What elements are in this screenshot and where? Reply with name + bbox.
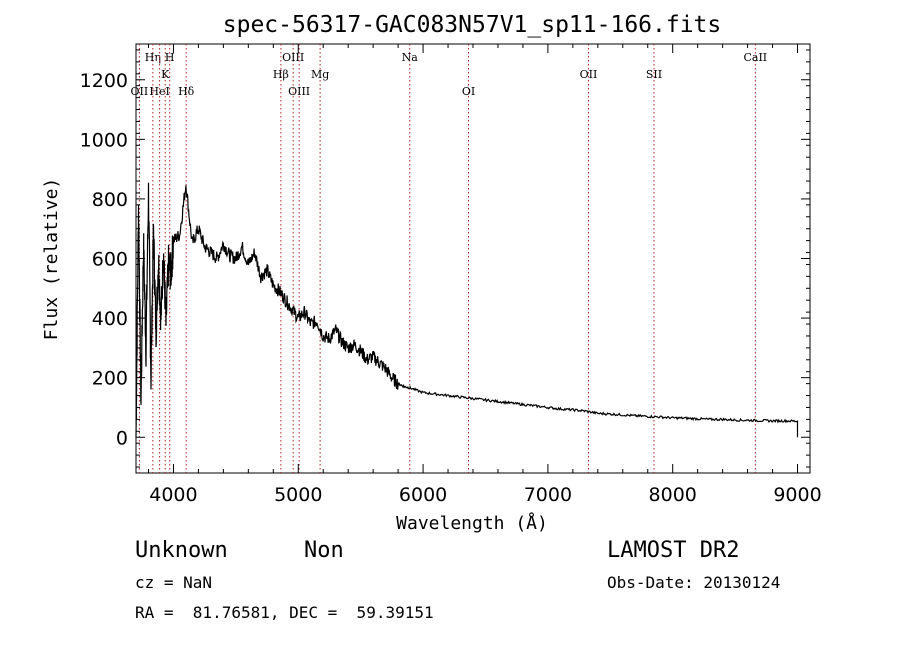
emission-line-label: Na <box>402 51 419 64</box>
y-tick-label: 200 <box>92 368 128 390</box>
chart-title: spec-56317-GAC083N57V1_sp11-166.fits <box>223 12 722 38</box>
x-tick-label: 5000 <box>274 484 322 506</box>
object-subclass: Non <box>304 538 344 563</box>
y-tick-label: 1000 <box>80 129 128 151</box>
survey-name: LAMOST DR2 <box>607 538 740 563</box>
emission-line-label: Hδ <box>178 85 195 98</box>
x-tick-label: 9000 <box>773 484 821 506</box>
axis-ticks: 4000 5000 6000 7000 8000 9000 0 200 400 600 800 100… <box>80 44 822 506</box>
emission-line-label: OIII <box>282 51 304 64</box>
emission-line-label: Hβ <box>273 68 289 81</box>
x-tick-label: 4000 <box>149 484 197 506</box>
emission-line-label: OII <box>580 68 598 81</box>
emission-line-label: OIII <box>288 85 310 98</box>
x-axis-label: Wavelength (Å) <box>396 512 548 534</box>
obs-date: Obs-Date: 20130124 <box>607 573 781 592</box>
x-tick-label: 7000 <box>524 484 572 506</box>
emission-line-label: K <box>161 68 170 81</box>
y-tick-label: 0 <box>116 427 128 449</box>
emission-line-label: OI <box>462 85 475 98</box>
y-tick-label: 400 <box>92 308 128 330</box>
y-tick-label: 1200 <box>80 70 128 92</box>
redshift-value: cz = NaN <box>135 573 213 592</box>
emission-line-label: Hη <box>145 51 161 64</box>
y-axis-label: Flux (relative) <box>41 178 62 341</box>
x-tick-label: 8000 <box>649 484 697 506</box>
y-tick-label: 800 <box>92 189 128 211</box>
emission-line-label: OII <box>131 85 149 98</box>
emission-line-label: Mg <box>311 68 329 81</box>
y-tick-label: 600 <box>92 249 128 271</box>
spectrum-line <box>135 182 799 438</box>
x-tick-label: 6000 <box>399 484 447 506</box>
emission-line-label: SII <box>646 68 662 81</box>
object-class: Unknown <box>135 538 228 563</box>
emission-line-label: CaII <box>743 51 767 64</box>
emission-line-label: H <box>165 51 175 64</box>
coordinates: RA = 81.76581, DEC = 59.39151 <box>135 603 434 622</box>
emission-line-label: HeI <box>149 85 169 98</box>
